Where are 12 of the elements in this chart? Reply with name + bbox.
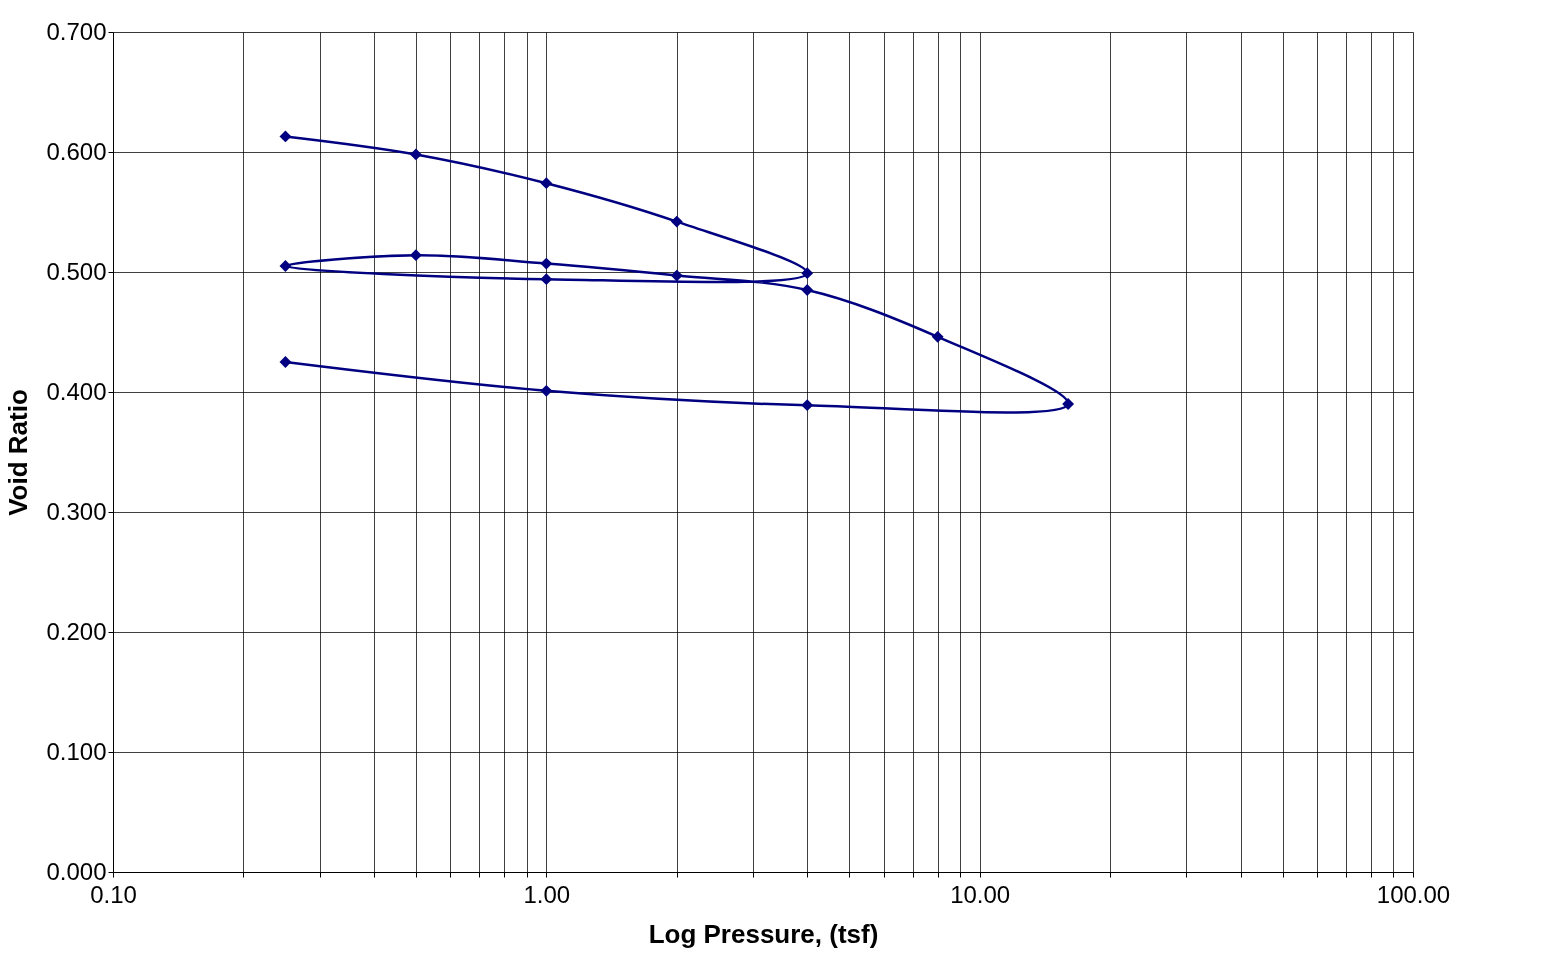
x-axis-title: Log Pressure, (tsf) bbox=[648, 918, 879, 949]
y-tick-label: 0.400 bbox=[46, 377, 107, 405]
y-axis-title: Void Ratio bbox=[3, 389, 34, 516]
y-tick-label: 0.700 bbox=[46, 17, 107, 45]
x-tick-label: 100.00 bbox=[1376, 880, 1451, 908]
y-tick-label: 0.300 bbox=[46, 497, 107, 525]
x-tick-label: 10.00 bbox=[950, 880, 1011, 908]
y-tick-label: 0.500 bbox=[46, 257, 107, 285]
y-tick-label: 0.200 bbox=[46, 617, 107, 645]
x-tick-label: 1.00 bbox=[523, 880, 571, 908]
y-tick-label: 0.600 bbox=[46, 137, 107, 165]
y-tick-label: 0.100 bbox=[46, 737, 107, 765]
